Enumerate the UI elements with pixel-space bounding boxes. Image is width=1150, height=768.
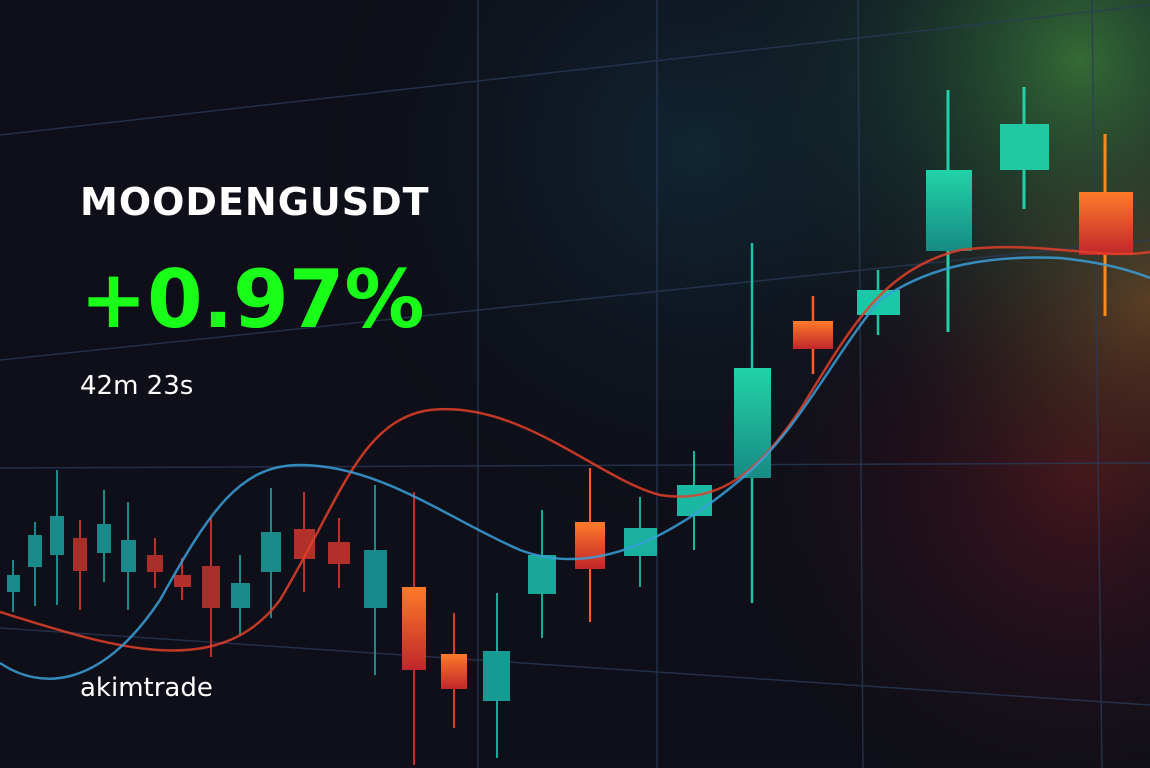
candle bbox=[1079, 134, 1133, 316]
candle bbox=[575, 468, 605, 622]
candle bbox=[7, 560, 20, 612]
moving-average-slow-line bbox=[0, 256, 1150, 680]
candlesticks bbox=[7, 87, 1133, 765]
candle bbox=[261, 488, 281, 618]
candle bbox=[926, 90, 972, 332]
candle bbox=[328, 518, 350, 588]
countdown-timer: 42m 23s bbox=[80, 371, 194, 401]
grid-line-h2 bbox=[0, 239, 1150, 361]
candle bbox=[202, 518, 220, 657]
candle bbox=[50, 470, 64, 605]
grid-line-h1 bbox=[0, 4, 1150, 136]
ticker-symbol: MOODENGUSDT bbox=[80, 180, 430, 224]
candle bbox=[734, 243, 771, 603]
grid-line-h3 bbox=[0, 462, 1150, 469]
candle bbox=[294, 492, 315, 592]
candle bbox=[677, 451, 712, 550]
moving-average-fast-line bbox=[0, 245, 1150, 652]
candle bbox=[793, 296, 833, 374]
candle bbox=[483, 593, 510, 758]
price-change-percent: +0.97% bbox=[80, 253, 425, 346]
grid-line-v4 bbox=[1091, 0, 1103, 768]
grid-line-h4 bbox=[0, 627, 1150, 706]
candle bbox=[73, 520, 87, 610]
candle bbox=[364, 485, 387, 675]
candle bbox=[28, 522, 42, 606]
candle bbox=[441, 613, 467, 728]
candle bbox=[121, 502, 136, 610]
candle bbox=[147, 538, 163, 588]
brand-name: akimtrade bbox=[80, 673, 213, 703]
candle bbox=[624, 497, 657, 587]
candle bbox=[97, 490, 111, 582]
candle bbox=[1000, 87, 1049, 209]
grid-line-v3 bbox=[857, 0, 864, 768]
candle bbox=[402, 492, 426, 765]
candle bbox=[231, 555, 250, 635]
candle bbox=[528, 510, 556, 638]
candle bbox=[174, 558, 191, 600]
